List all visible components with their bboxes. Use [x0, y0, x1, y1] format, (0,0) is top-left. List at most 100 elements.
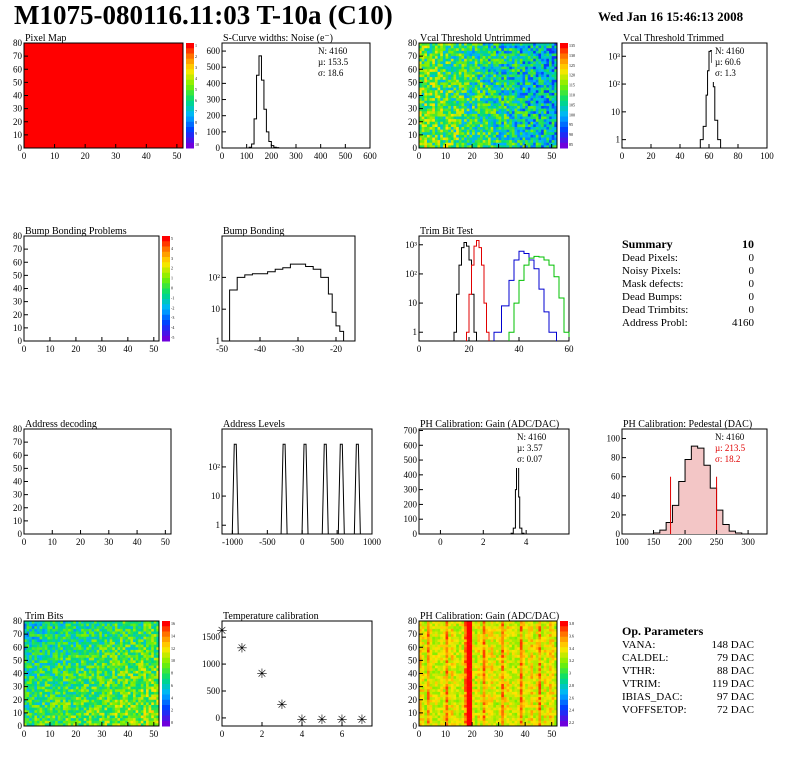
heatmap-cell — [31, 697, 35, 701]
heatmap-cell — [437, 79, 441, 83]
heatmap-cell — [490, 127, 494, 130]
heatmap-cell — [96, 684, 100, 687]
heatmap-cell — [73, 649, 77, 653]
x-tick-label: 50 — [149, 344, 159, 354]
heatmap-cell — [445, 103, 449, 107]
heatmap-cell — [506, 92, 510, 96]
y-tick-label: 1 — [413, 327, 418, 337]
heatmap-cell — [506, 58, 510, 62]
heatmap-cell — [480, 43, 483, 46]
heatmap-cell — [525, 111, 529, 115]
heatmap-cell — [519, 119, 523, 123]
heatmap-cell — [47, 686, 51, 690]
palette-cell — [560, 142, 568, 149]
heatmap-cell — [153, 718, 157, 722]
heatmap-cell — [421, 132, 425, 136]
heatmap-cell — [125, 686, 129, 690]
y-tick-label: 50 — [13, 270, 23, 280]
heatmap-cell — [52, 678, 56, 682]
heatmap-cell — [94, 718, 97, 722]
heatmap-cell — [130, 718, 134, 722]
heatmap-cell — [133, 621, 136, 624]
heatmap-cell — [39, 678, 43, 682]
heatmap-cell — [466, 90, 470, 94]
heatmap-cell — [495, 53, 499, 57]
heatmap-cell — [429, 121, 433, 125]
heatmap-cell — [36, 670, 40, 674]
heatmap-cell — [477, 106, 481, 109]
heatmap-cell — [57, 621, 61, 624]
heatmap-cell — [432, 628, 436, 632]
heatmap-cell — [122, 686, 126, 690]
heatmap-cell — [434, 660, 438, 664]
palette-label: -2 — [171, 305, 174, 310]
heatmap-cell — [99, 626, 103, 630]
heatmap-cell — [445, 108, 449, 112]
x-tick-label: 20 — [465, 344, 475, 354]
heatmap-cell — [424, 631, 428, 635]
heatmap-cell — [96, 676, 100, 680]
heatmap-cell — [426, 108, 430, 112]
heatmap-cell — [81, 628, 85, 632]
heatmap-cell — [96, 649, 100, 653]
heatmap-cell — [437, 142, 441, 146]
heatmap-cell — [498, 74, 502, 78]
heatmap-cell — [99, 723, 103, 727]
heatmap-cell — [36, 710, 40, 714]
heatmap-cell — [525, 50, 529, 54]
heatmap-cell — [143, 699, 147, 703]
heatmap-cell — [437, 124, 441, 128]
heatmap-cell — [429, 127, 433, 130]
heatmap-cell — [434, 657, 438, 661]
heatmap-cell — [39, 694, 43, 698]
heatmap-cell — [480, 129, 483, 133]
heatmap-cell — [549, 119, 552, 123]
y-tick-label: 0 — [216, 143, 221, 153]
heatmap-cell — [75, 649, 79, 653]
heatmap-cell — [488, 66, 491, 70]
heatmap-cell — [543, 50, 547, 54]
heatmap-cell — [554, 108, 558, 112]
heatmap-cell — [472, 50, 476, 54]
heatmap-cell — [530, 56, 534, 60]
heatmap-cell — [421, 92, 425, 96]
heatmap-cell — [480, 79, 483, 83]
heatmap-cell — [55, 621, 59, 624]
heatmap-cell — [477, 58, 481, 62]
heatmap-cell — [509, 50, 513, 54]
heatmap-cell — [73, 710, 77, 714]
heatmap-cell — [551, 106, 555, 109]
heatmap-cell — [130, 699, 134, 703]
heatmap-cell — [519, 66, 523, 70]
heatmap-cell — [83, 668, 87, 672]
heatmap-cell — [434, 56, 438, 60]
heatmap-cell — [474, 61, 478, 65]
heatmap-cell — [466, 145, 470, 149]
heatmap-cell — [538, 74, 542, 78]
heatmap-cell — [109, 694, 113, 698]
heatmap-cell — [88, 694, 92, 698]
heatmap-cell — [151, 626, 155, 630]
heatmap-cell — [501, 90, 505, 94]
heatmap-cell — [156, 636, 160, 640]
heatmap-cell — [466, 132, 470, 136]
heatmap-cell — [501, 74, 505, 78]
heatmap-cell — [440, 113, 444, 117]
heatmap-cell — [148, 705, 152, 708]
heatmap-cell — [450, 119, 454, 123]
histogram-peak — [280, 443, 288, 535]
heatmap-cell — [538, 116, 542, 120]
heatmap-cell — [445, 127, 449, 130]
heatmap-cell — [488, 111, 491, 115]
heatmap-cell — [88, 644, 92, 648]
heatmap-cell — [86, 668, 90, 672]
heatmap-cell — [70, 670, 74, 674]
heatmap-cell — [442, 66, 446, 70]
heatmap-cell — [44, 694, 48, 698]
heatmap-cell — [44, 647, 48, 651]
heatmap-cell — [68, 647, 72, 651]
heatmap-cell — [424, 644, 428, 648]
heatmap-cell — [458, 100, 462, 104]
heatmap-cell — [527, 111, 531, 115]
